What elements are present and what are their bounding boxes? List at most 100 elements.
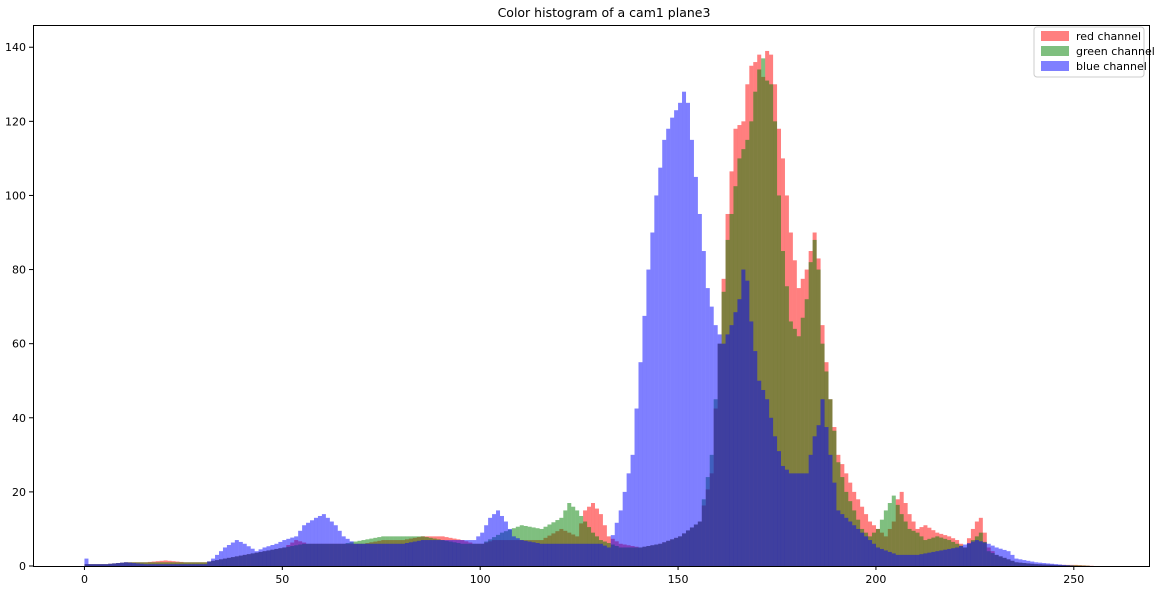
histogram-bar	[927, 538, 932, 566]
histogram-bar	[713, 325, 718, 566]
histogram-bar	[159, 562, 164, 566]
histogram-bar	[594, 543, 599, 566]
histogram-bar	[207, 561, 212, 566]
histogram-bar	[254, 551, 259, 566]
histogram-bar	[864, 536, 869, 566]
x-axis: 0 50 100 150 200 250	[81, 566, 1084, 586]
histogram-bar	[143, 562, 148, 566]
histogram-bar	[559, 517, 564, 566]
histogram-bar	[614, 522, 619, 566]
histogram-bar	[579, 543, 584, 566]
histogram-bar	[792, 473, 797, 566]
histogram-bar	[737, 299, 742, 566]
histogram-bar	[480, 532, 485, 566]
y-tick-label: 80	[12, 264, 26, 277]
histogram-bar	[155, 564, 160, 566]
histogram-bar	[626, 473, 631, 566]
histogram-bar	[567, 543, 572, 566]
histogram-bar	[915, 554, 920, 566]
histogram-bar	[598, 543, 603, 566]
chart-title: Color histogram of a cam1 plane3	[498, 5, 711, 20]
histogram-bar	[816, 425, 821, 566]
histogram-bar	[733, 312, 738, 566]
histogram-bar	[685, 102, 690, 566]
histogram-bar	[907, 554, 912, 566]
histogram-bar	[112, 563, 117, 566]
histogram-bar	[927, 552, 932, 566]
histogram-bar	[373, 543, 378, 566]
y-tick-label: 60	[12, 338, 26, 351]
histogram-bar	[634, 408, 639, 566]
histogram-bar	[219, 551, 224, 566]
histogram-bar	[329, 521, 334, 566]
histogram-bar	[591, 543, 596, 566]
histogram-bar	[923, 553, 928, 566]
y-axis: 0 20 40 60 80 100 120 140	[5, 41, 33, 573]
histogram-bar	[899, 554, 904, 566]
histogram-bar	[484, 525, 489, 566]
histogram-bar	[966, 543, 971, 566]
histogram-bar	[179, 564, 184, 566]
histogram-bar	[745, 280, 750, 566]
histogram-bar	[947, 548, 952, 566]
histogram-bar	[84, 558, 89, 566]
histogram-bar	[266, 546, 271, 566]
histogram-bar	[306, 522, 311, 566]
histogram-bar	[812, 239, 817, 567]
histogram-bar	[1057, 564, 1062, 566]
histogram-bar	[749, 321, 754, 566]
histogram-bar	[828, 454, 833, 566]
histogram-bar	[195, 562, 200, 566]
histogram-bar	[618, 510, 623, 566]
histogram-bar	[955, 547, 960, 566]
histogram-bar	[816, 269, 821, 566]
histogram-bar	[693, 176, 698, 567]
histogram-bar	[151, 562, 156, 566]
legend-swatch-blue	[1041, 61, 1069, 71]
legend-label-red: red channel	[1076, 30, 1141, 43]
histogram-bar	[420, 540, 425, 566]
legend-swatch-red	[1041, 31, 1069, 41]
y-tick-label: 20	[12, 486, 26, 499]
histogram-bar	[124, 562, 129, 566]
histogram-bar	[784, 286, 789, 566]
histogram-bar	[800, 317, 805, 566]
histogram-bar	[147, 564, 152, 566]
histogram-bar	[88, 564, 93, 566]
histogram-bar	[1050, 563, 1055, 566]
histogram-bar	[302, 525, 307, 566]
histogram-bar	[765, 399, 770, 566]
histogram-bar	[195, 564, 200, 566]
histogram-bar	[401, 543, 406, 566]
histogram-bar	[848, 521, 853, 566]
histogram-bar	[385, 543, 390, 566]
histogram-bar	[963, 544, 968, 566]
histogram-bar	[856, 528, 861, 566]
histogram-bar	[365, 543, 370, 566]
histogram-bar	[887, 551, 892, 566]
histogram-bar	[341, 536, 346, 566]
x-tick-label: 50	[275, 573, 289, 586]
histogram-bar	[951, 548, 956, 566]
histogram-bar	[567, 503, 572, 566]
histogram-bar	[171, 562, 176, 566]
histogram-bar	[670, 117, 675, 566]
histogram-bar	[832, 482, 837, 566]
histogram-bar	[116, 563, 121, 566]
histogram-bar	[397, 543, 402, 566]
histogram-bar	[753, 91, 758, 566]
histogram-bar	[1077, 565, 1082, 566]
histogram-bar	[907, 528, 912, 566]
series-red	[84, 50, 1094, 567]
histogram-bar	[183, 564, 188, 566]
histogram-bar	[879, 548, 884, 566]
histogram-bar	[432, 540, 437, 566]
histogram-bar	[678, 102, 683, 566]
histogram-bar	[151, 564, 156, 566]
histogram-bar	[662, 139, 667, 566]
histogram-bar	[630, 454, 635, 566]
histogram-bar	[891, 553, 896, 566]
histogram-bar	[274, 543, 279, 566]
histogram-bar	[879, 519, 884, 566]
